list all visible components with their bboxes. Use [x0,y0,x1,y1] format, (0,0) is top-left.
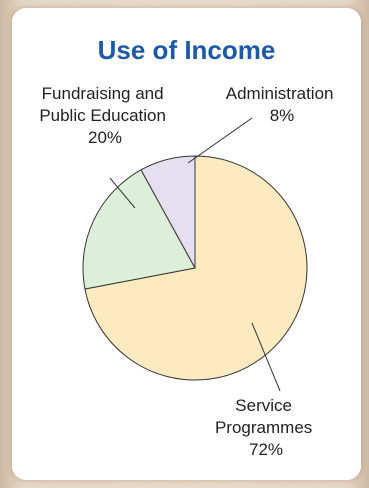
label-administration-line1: Administration [226,84,334,103]
label-leaders [109,117,281,392]
label-service-line2: Programmes [215,418,312,437]
label-administration-percent: 8% [270,106,295,125]
chart-card: Use of Income Service Programmes 72% Fun… [12,8,361,480]
leader-service [251,322,281,392]
label-fundraising-line1: Fundraising and [42,84,164,103]
leader-administration [187,117,253,164]
pie-slice-administration [140,155,196,269]
pie-slice-fundraising [82,169,196,290]
pie-slice-service-programmes [84,155,308,381]
label-fundraising: Fundraising and Public Education 20% [39,84,170,147]
pie-slices [82,155,308,381]
leader-fundraising [109,177,136,209]
label-administration: Administration 8% [226,84,338,125]
label-fundraising-percent: 20% [88,128,122,147]
label-service-line1: Service [235,396,292,415]
pie-chart: Service Programmes 72% Fundraising and P… [39,84,338,459]
chart-title: Use of Income [97,35,276,65]
label-service-programmes: Service Programmes 72% [215,396,317,459]
label-service-percent: 72% [249,440,283,459]
label-fundraising-line2: Public Education [39,106,166,125]
